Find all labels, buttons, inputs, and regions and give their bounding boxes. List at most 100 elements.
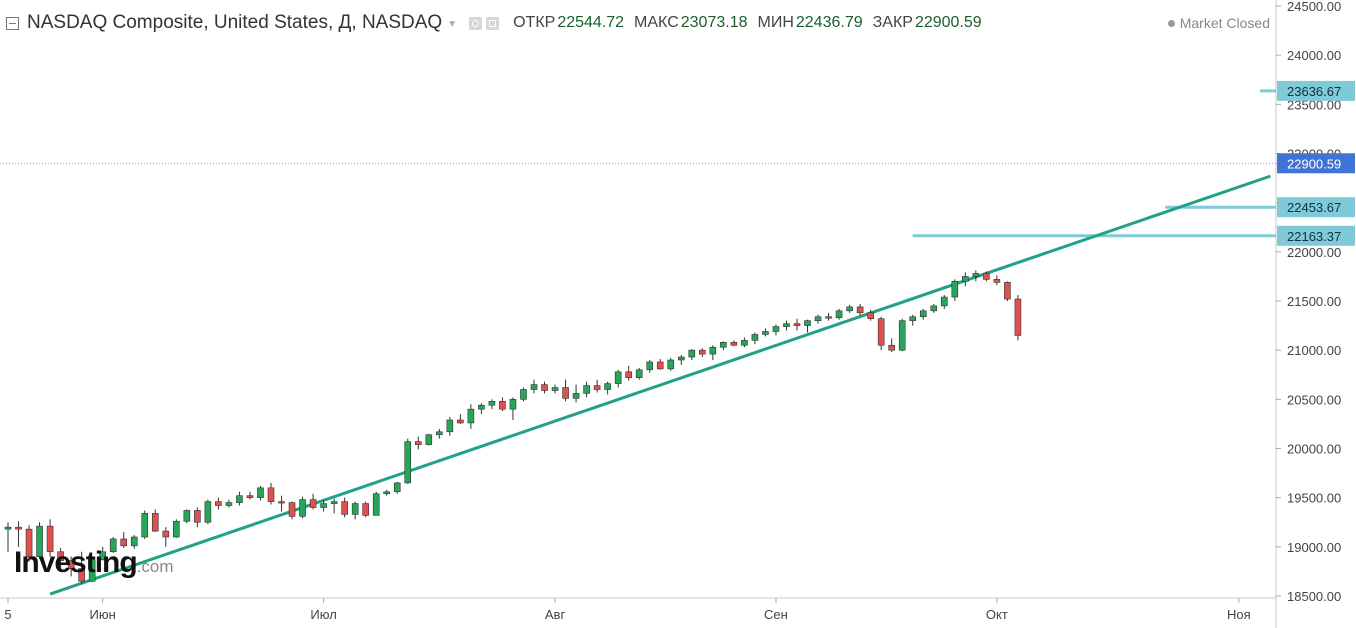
candle — [320, 499, 327, 512]
candle-body — [383, 491, 391, 495]
candle — [856, 303, 864, 316]
candle — [257, 485, 264, 501]
candle — [562, 379, 569, 402]
candle — [572, 384, 580, 403]
candle-body — [57, 551, 64, 561]
gear-icon[interactable] — [486, 16, 500, 30]
open-label: ОТКР — [513, 14, 556, 31]
x-tick-label: Ноя — [1227, 607, 1251, 622]
low-readout: МИН 22436.79 — [757, 14, 862, 32]
market-status: Market Closed — [1167, 15, 1270, 31]
candle-body — [951, 281, 959, 298]
y-tick-label: 22000.00 — [1287, 245, 1341, 260]
candle-body — [109, 538, 117, 553]
candle-body — [814, 316, 822, 321]
trendline[interactable] — [49, 174, 1271, 596]
candle-body — [457, 419, 464, 424]
low-label: МИН — [757, 14, 794, 31]
candle — [593, 379, 601, 393]
close-label: ЗАКР — [872, 14, 913, 31]
candle — [751, 332, 759, 345]
candle — [309, 493, 317, 510]
candle — [877, 316, 885, 351]
candle-body — [436, 431, 443, 436]
y-tick-label: 24500.00 — [1287, 0, 1341, 14]
candle-body — [909, 316, 917, 321]
candle — [783, 320, 790, 331]
candle-body — [898, 320, 906, 351]
candle-body — [993, 279, 1001, 283]
candle-body — [173, 520, 180, 538]
candle — [120, 532, 128, 548]
candle — [688, 349, 696, 360]
candle-body — [478, 404, 485, 410]
candle-body — [67, 560, 75, 569]
level-tag-label: 23636.67 — [1287, 84, 1341, 99]
candle — [183, 509, 191, 524]
candle-body — [215, 501, 222, 506]
candle — [372, 491, 380, 516]
candle — [204, 499, 212, 525]
symbol-title[interactable]: NASDAQ Composite, United States, Д, NASD… — [27, 12, 443, 33]
candle — [772, 324, 780, 336]
candle-body — [825, 316, 832, 319]
candle-body — [804, 320, 811, 326]
time-axis[interactable]: 5 Июн Июл Авг Сен Окт Ноя — [4, 598, 1251, 622]
candle — [225, 499, 233, 508]
price-tags: 23636.67 22453.67 22163.37 22900.59 — [1277, 80, 1355, 246]
candle — [1004, 281, 1011, 301]
candle-body — [278, 501, 285, 504]
candle — [951, 279, 959, 301]
candle-body — [257, 487, 264, 498]
candle — [509, 397, 517, 420]
candle-body — [246, 495, 254, 498]
candle — [330, 498, 338, 514]
candle — [804, 319, 811, 333]
candle-body — [940, 296, 948, 307]
candle-body — [709, 346, 717, 355]
candle — [99, 546, 106, 561]
candle — [478, 403, 485, 415]
candle-body — [635, 369, 643, 379]
high-label: МАКС — [634, 14, 679, 31]
candle-body — [499, 400, 506, 410]
candle-body — [4, 526, 12, 530]
candle — [57, 547, 64, 569]
candle — [25, 525, 33, 562]
candle-body — [341, 501, 348, 515]
candle-body — [772, 326, 780, 332]
candle — [67, 556, 75, 577]
candle — [846, 304, 853, 313]
candle-body — [846, 306, 853, 312]
investing-logo: Investing .com — [14, 546, 174, 580]
candle-body — [888, 344, 895, 351]
candle-body — [467, 408, 475, 424]
collapse-icon[interactable] — [6, 16, 19, 30]
candle-body — [541, 384, 548, 391]
candle — [215, 497, 222, 510]
title-dropdown-icon[interactable]: ▼ — [447, 18, 458, 30]
candle — [457, 414, 464, 424]
trendline — [49, 174, 1271, 596]
y-tick-label: 20000.00 — [1287, 442, 1341, 457]
candle-body — [309, 499, 317, 508]
candle-body — [867, 312, 874, 319]
candle — [109, 537, 117, 553]
candle-body — [551, 387, 559, 391]
candle-body — [288, 502, 296, 517]
candle — [677, 355, 685, 365]
y-tick-label: 21500.00 — [1287, 294, 1341, 309]
candle-body — [646, 361, 654, 371]
candle — [404, 438, 412, 484]
candle-body — [783, 323, 790, 327]
settings-icon[interactable] — [469, 16, 483, 30]
candle-body — [404, 441, 412, 484]
candle-body — [625, 371, 632, 378]
candle-body — [677, 356, 685, 361]
x-tick-label: 5 — [4, 607, 11, 622]
x-tick-label: Сен — [764, 607, 788, 622]
candle — [236, 491, 243, 506]
candles — [4, 270, 1022, 585]
candle — [646, 360, 654, 373]
